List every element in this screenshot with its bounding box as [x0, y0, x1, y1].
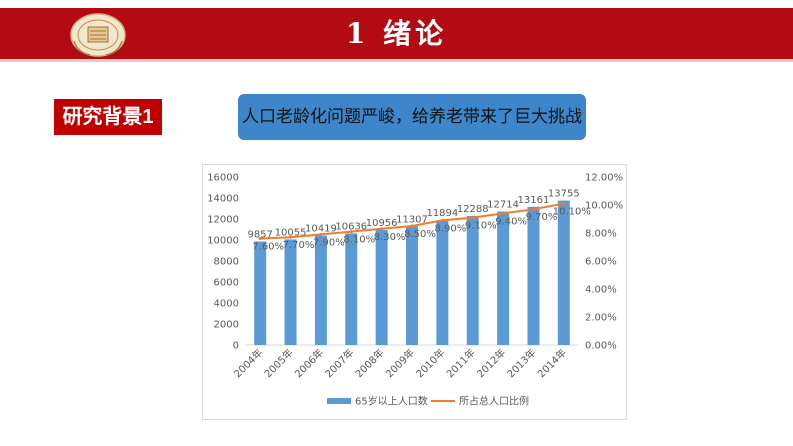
bar [345, 233, 358, 345]
line-point [289, 235, 293, 239]
legend-label-bar: 65岁以上人口数 [355, 395, 428, 408]
x-tick-label: 2014年 [535, 346, 569, 380]
y-right-tick-label: 6.00% [585, 257, 617, 268]
y-left-tick-label: 10000 [207, 236, 239, 247]
line-point [410, 224, 414, 228]
line-value-label: 8.90% [434, 223, 466, 234]
line-value-label: 8.30% [374, 232, 406, 243]
y-left-tick-label: 2000 [214, 320, 239, 331]
bar [375, 229, 388, 345]
y-right-tick-label: 8.00% [585, 229, 617, 240]
bar [254, 241, 267, 345]
y-left-tick-label: 14000 [207, 194, 239, 205]
bar-value-label: 13755 [548, 189, 580, 200]
bar [466, 215, 479, 345]
x-tick-label: 2007年 [322, 346, 356, 380]
y-left-tick-label: 8000 [214, 257, 239, 268]
x-tick-label: 2013年 [504, 346, 538, 380]
bar-value-label: 9857 [247, 230, 272, 241]
line-point [380, 227, 384, 231]
line-value-label: 8.10% [343, 235, 375, 246]
legend-label-line: 所占总人口比例 [459, 395, 529, 408]
x-tick-label: 2008年 [352, 346, 386, 380]
y-right-tick-label: 0.00% [585, 341, 617, 352]
bar [436, 220, 449, 345]
chart-container: 0 2000 4000 6000 8000 10000 12000 14000 16000 0.0… [202, 164, 627, 420]
y-left-tick-label: 12000 [207, 215, 239, 226]
y-right-tick-label: 4.00% [585, 285, 617, 296]
section-tag: 研究背景1 [54, 99, 162, 135]
y-left-tick-label: 4000 [214, 299, 239, 310]
line-point [258, 237, 262, 241]
x-tick-label: 2006年 [292, 346, 326, 380]
bar-value-label: 11894 [426, 208, 458, 219]
bar [406, 226, 418, 345]
bar-value-label: 12288 [457, 204, 489, 215]
combo-chart: 0 2000 4000 6000 8000 10000 12000 14000 16000 0.0… [207, 173, 623, 408]
bar-value-label: 13161 [518, 195, 550, 206]
x-tick-label: 2011年 [444, 346, 478, 380]
bar [314, 235, 327, 345]
header-bar [0, 8, 793, 62]
page-title: 1 绪论 [345, 17, 448, 50]
line-point [440, 218, 444, 222]
line-value-label: 9.10% [465, 221, 497, 232]
bar-value-label: 10956 [366, 218, 398, 229]
legend-swatch-bar [327, 398, 351, 404]
line-value-label: 7.60% [252, 242, 284, 253]
y-right-tick-label: 10.00% [585, 201, 623, 212]
headline-box: 人口老龄化问题严峻，给养老带来了巨大挑战 [238, 94, 586, 140]
line-value-label: 8.50% [404, 229, 436, 240]
x-tick-label: 2010年 [413, 346, 447, 380]
line-point [562, 202, 566, 206]
bar [497, 211, 510, 345]
bar-value-label: 10055 [275, 227, 307, 238]
line-value-label: 7.70% [283, 240, 315, 251]
bar-value-label: 10636 [335, 221, 367, 232]
line-value-label: 7.90% [313, 237, 345, 248]
y-right-tick-label: 2.00% [585, 313, 617, 324]
bar-value-label: 11307 [396, 214, 428, 225]
bar-value-label: 10419 [305, 224, 337, 235]
line-point [531, 207, 535, 211]
line-point [349, 230, 353, 234]
line-point [471, 216, 475, 220]
header-shadow [0, 59, 793, 62]
x-tick-label: 2012年 [474, 346, 508, 380]
y-left-tick-label: 0 [233, 341, 239, 352]
line-value-label: 10.10% [553, 207, 591, 218]
y-left-tick-label: 16000 [207, 173, 239, 184]
x-tick-label: 2005年 [261, 346, 295, 380]
line-point [319, 232, 323, 236]
x-tick-label: 2009年 [383, 346, 417, 380]
line-value-label: 9.70% [526, 212, 558, 223]
bar-value-label: 12714 [487, 200, 519, 211]
line-value-label: 9.40% [495, 216, 527, 227]
bar [284, 239, 297, 345]
university-seal-icon [70, 13, 126, 57]
bar [557, 200, 570, 345]
y-left-tick-label: 6000 [214, 278, 239, 289]
bar [527, 206, 540, 345]
line-point [501, 211, 505, 215]
y-right-tick-label: 12.00% [585, 173, 623, 184]
